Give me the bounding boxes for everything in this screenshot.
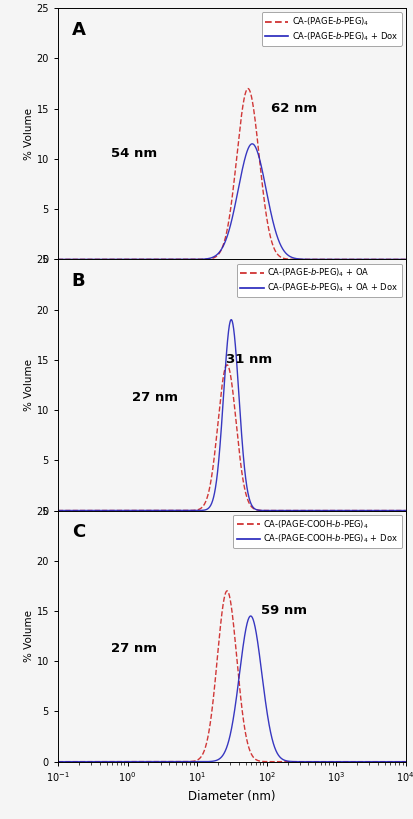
X-axis label: Diameter (nm): Diameter (nm) (188, 790, 275, 803)
Text: C: C (72, 523, 85, 541)
Legend: CA-(PAGE-$b$-PEG)$_4$ + OA, CA-(PAGE-$b$-PEG)$_4$ + OA + Dox: CA-(PAGE-$b$-PEG)$_4$ + OA, CA-(PAGE-$b$… (236, 264, 401, 297)
Text: 59 nm: 59 nm (260, 604, 306, 618)
Text: B: B (72, 272, 85, 290)
Text: 27 nm: 27 nm (111, 642, 157, 655)
Y-axis label: % Volume: % Volume (24, 359, 33, 411)
Y-axis label: % Volume: % Volume (24, 610, 33, 662)
Text: A: A (72, 20, 85, 38)
Text: 62 nm: 62 nm (271, 102, 317, 115)
Text: 27 nm: 27 nm (132, 391, 178, 404)
Text: 31 nm: 31 nm (225, 353, 272, 366)
Legend: CA-(PAGE-$b$-PEG)$_4$, CA-(PAGE-$b$-PEG)$_4$ + Dox: CA-(PAGE-$b$-PEG)$_4$, CA-(PAGE-$b$-PEG)… (261, 12, 401, 46)
Legend: CA-(PAGE-COOH-$b$-PEG)$_4$, CA-(PAGE-COOH-$b$-PEG)$_4$ + Dox: CA-(PAGE-COOH-$b$-PEG)$_4$, CA-(PAGE-COO… (233, 514, 401, 549)
Text: 54 nm: 54 nm (111, 147, 157, 161)
Y-axis label: % Volume: % Volume (24, 108, 33, 160)
